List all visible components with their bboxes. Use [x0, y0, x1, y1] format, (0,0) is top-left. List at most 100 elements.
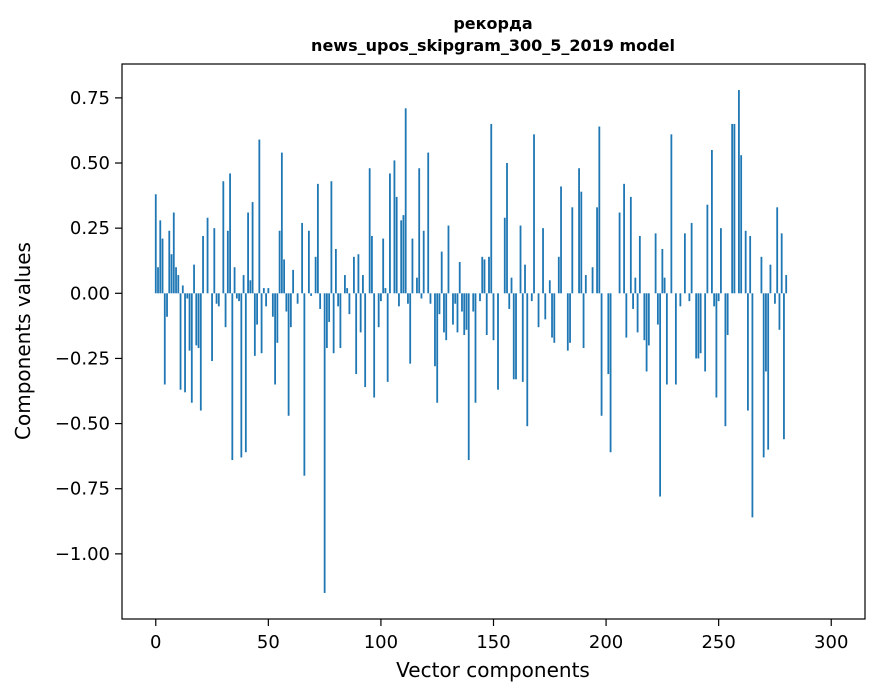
- bar-30: [222, 181, 225, 294]
- bar-10: [177, 275, 180, 294]
- bar-82: [339, 293, 342, 349]
- bar-157: [508, 293, 511, 309]
- bar-101: [382, 238, 385, 294]
- bar-100: [380, 293, 382, 302]
- bar-248: [713, 293, 716, 307]
- bar-122: [429, 293, 432, 304]
- bar-188: [578, 168, 580, 294]
- bar-61: [292, 269, 295, 294]
- bar-107: [395, 196, 398, 294]
- bar-278: [780, 233, 783, 294]
- bar-117: [418, 168, 421, 294]
- bar-263: [747, 293, 749, 411]
- bar-21: [202, 235, 204, 294]
- y-tick-label: −1.00: [55, 544, 110, 565]
- bar-173: [544, 293, 547, 320]
- bar-57: [283, 259, 286, 294]
- bar-238: [690, 222, 693, 294]
- bar-208: [623, 183, 625, 294]
- bar-196: [596, 207, 598, 294]
- bar-150: [492, 293, 495, 341]
- y-axis-label: Components values: [11, 242, 35, 440]
- bar-190: [582, 293, 585, 349]
- bar-167: [530, 293, 533, 302]
- bar-270: [762, 293, 765, 458]
- y-tick-label: −0.50: [55, 414, 110, 435]
- bar-49: [265, 293, 267, 307]
- bar-137: [463, 293, 466, 335]
- bar-68: [307, 230, 310, 294]
- bar-259: [738, 90, 740, 294]
- bar-18: [195, 293, 198, 346]
- bar-262: [744, 230, 747, 294]
- bar-159: [512, 293, 515, 380]
- bar-254: [726, 293, 729, 335]
- bar-95: [368, 168, 371, 294]
- bar-38: [240, 293, 243, 458]
- bar-93: [364, 293, 367, 388]
- bar-180: [560, 186, 562, 294]
- bar-13: [184, 293, 186, 393]
- bar-2: [159, 220, 162, 294]
- bar-17: [193, 264, 195, 294]
- bar-110: [402, 215, 405, 294]
- bar-113: [409, 293, 412, 364]
- bar-42: [249, 280, 252, 294]
- bar-176: [551, 293, 553, 338]
- bar-8: [172, 212, 175, 294]
- bar-63: [296, 293, 299, 304]
- bar-92: [362, 275, 364, 294]
- bar-90: [357, 254, 360, 294]
- bar-33: [229, 173, 231, 294]
- bar-133: [454, 293, 457, 304]
- bar-260: [740, 155, 743, 294]
- bar-119: [422, 230, 425, 294]
- bar-91: [359, 293, 362, 333]
- bar-6: [168, 230, 171, 294]
- bar-175: [548, 280, 551, 294]
- bar-47: [260, 293, 263, 354]
- bar-65: [301, 222, 304, 294]
- bar-165: [526, 293, 529, 427]
- bar-5: [166, 293, 168, 317]
- bar-164: [524, 264, 526, 294]
- x-tick-label: 300: [814, 632, 848, 653]
- bar-112: [407, 293, 409, 304]
- bar-60: [289, 293, 292, 328]
- bar-184: [569, 293, 571, 343]
- bar-139: [467, 293, 470, 461]
- x-tick-label: 250: [701, 632, 735, 653]
- bar-121: [427, 152, 430, 294]
- bar-256: [731, 123, 734, 294]
- bar-71: [314, 256, 317, 294]
- bar-39: [242, 275, 245, 294]
- bar-265: [751, 293, 754, 518]
- bar-201: [607, 293, 610, 375]
- bar-14: [186, 293, 189, 299]
- bar-12: [181, 285, 184, 294]
- bar-251: [720, 228, 722, 294]
- bar-11: [179, 293, 182, 390]
- bar-0: [154, 194, 157, 294]
- x-tick-label: 200: [589, 632, 623, 653]
- bar-226: [663, 277, 666, 294]
- bar-223: [656, 293, 659, 325]
- bar-103: [386, 293, 389, 382]
- y-tick-label: 0.75: [70, 88, 110, 109]
- bar-141: [472, 293, 475, 312]
- bar-81: [337, 293, 340, 307]
- bar-111: [404, 108, 407, 294]
- bar-225: [661, 249, 664, 294]
- bar-202: [609, 293, 612, 453]
- bar-96: [371, 235, 373, 294]
- bar-108: [398, 293, 400, 307]
- bar-129: [445, 293, 448, 341]
- bar-276: [776, 207, 779, 294]
- y-tick-label: 0.25: [70, 218, 110, 239]
- bar-172: [542, 228, 544, 294]
- bar-280: [785, 275, 788, 294]
- bar-269: [760, 256, 763, 294]
- bar-241: [697, 293, 700, 359]
- bar-227: [665, 293, 668, 385]
